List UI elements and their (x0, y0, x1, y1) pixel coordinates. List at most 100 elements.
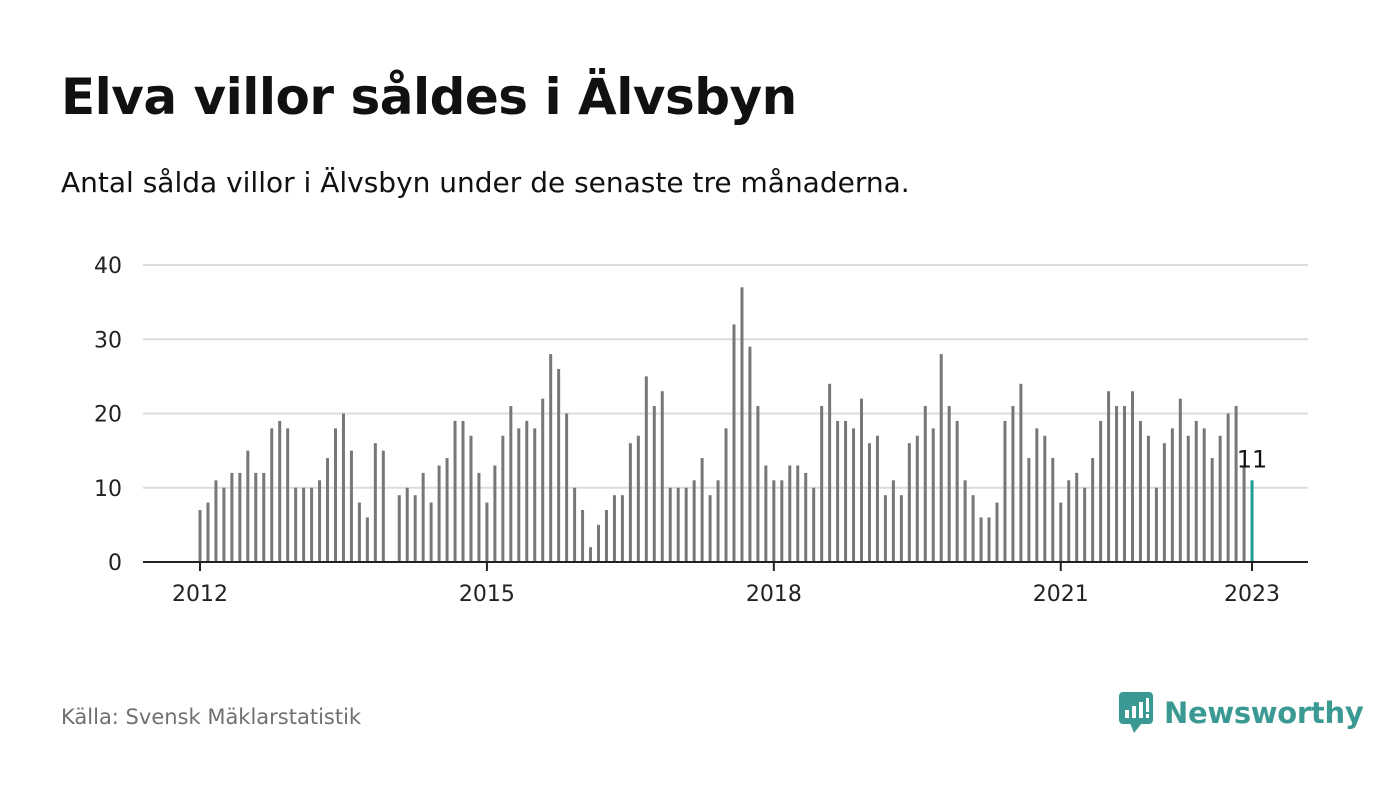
bar-73 (780, 480, 784, 562)
bar-121 (1162, 443, 1166, 562)
bar-0 (198, 510, 202, 562)
bar-88 (899, 495, 903, 562)
bar-29 (429, 502, 433, 562)
bar-37 (493, 465, 497, 562)
bar-94 (947, 406, 951, 562)
bar-38 (501, 435, 505, 562)
bar-14 (310, 487, 314, 562)
bar-66 (724, 428, 728, 562)
bar-12 (294, 487, 298, 562)
bar-50 (597, 524, 600, 563)
bar-79 (828, 383, 832, 562)
bar-47 (573, 487, 577, 562)
bar-35 (477, 472, 481, 562)
bar-39 (509, 406, 513, 562)
bar-76 (804, 472, 808, 562)
bar-19 (349, 450, 353, 563)
y-tick-label-30: 30 (94, 328, 122, 353)
bar-71 (764, 465, 768, 562)
bar-74 (788, 465, 792, 562)
bar-2 (214, 480, 218, 562)
bar-116 (1123, 406, 1127, 562)
bar-6 (246, 450, 250, 563)
bar-27 (413, 495, 417, 562)
bar-70 (756, 406, 760, 562)
bar-52 (612, 495, 616, 562)
bar-30 (437, 465, 441, 562)
bar-130 (1234, 406, 1238, 562)
y-tick-label-40: 40 (94, 254, 122, 279)
bar-65 (716, 480, 720, 562)
bar-99 (987, 517, 991, 562)
bar-34 (469, 435, 473, 562)
bar-1 (206, 502, 210, 562)
bar-92 (931, 428, 935, 562)
bar-89 (907, 443, 911, 562)
bar-5 (238, 472, 242, 562)
y-tick-label-20: 20 (94, 403, 122, 428)
bar-57 (652, 406, 656, 562)
bar-124 (1186, 435, 1190, 562)
bar-26 (405, 487, 409, 562)
bar-17 (333, 428, 337, 562)
x-tick-label-2015: 2015 (459, 582, 515, 607)
bar-105 (1035, 428, 1039, 562)
bar-118 (1138, 420, 1142, 562)
bar-72 (772, 480, 776, 562)
bar-62 (692, 480, 696, 562)
bar-104 (1027, 458, 1031, 562)
bar-98 (979, 517, 983, 562)
bar-97 (971, 495, 975, 562)
bar-85 (875, 435, 879, 562)
bar-109 (1067, 480, 1071, 562)
source-note: Källa: Svensk Mäklarstatistik (61, 705, 362, 729)
bar-106 (1043, 435, 1047, 562)
bar-28 (421, 472, 425, 562)
bar-7 (254, 472, 258, 562)
bar-122 (1170, 428, 1174, 562)
bar-43 (541, 398, 545, 562)
bar-80 (836, 420, 840, 562)
bar-21 (365, 517, 369, 562)
bar-75 (796, 465, 800, 562)
newsworthy-brand: Newsworthy (1118, 690, 1364, 736)
bar-82 (852, 428, 856, 562)
bar-44 (549, 354, 553, 562)
bar-16 (326, 458, 330, 562)
bar-86 (883, 495, 887, 562)
bar-23 (381, 450, 385, 563)
bar-69 (748, 346, 752, 562)
bar-59 (668, 487, 672, 562)
bar-83 (860, 398, 864, 562)
bar-32 (453, 420, 457, 562)
bar-87 (891, 480, 895, 562)
y-tick-label-10: 10 (94, 477, 122, 502)
bar-128 (1218, 435, 1222, 562)
chart-subtitle: Antal sålda villor i Älvsbyn under de se… (61, 166, 910, 199)
newsworthy-logo-icon (1119, 692, 1153, 733)
bar-20 (357, 502, 361, 562)
bar-56 (644, 376, 648, 563)
bar-11 (286, 428, 290, 562)
bar-129 (1226, 413, 1230, 562)
bar-93 (939, 354, 943, 562)
bar-117 (1130, 391, 1134, 562)
bar-123 (1178, 398, 1182, 562)
bar-115 (1115, 406, 1119, 562)
bar-61 (684, 487, 688, 562)
data-label-highlight: 11 (1237, 445, 1268, 473)
y-tick-label-0: 0 (108, 551, 122, 576)
bar-15 (318, 480, 322, 562)
bar-53 (620, 495, 624, 562)
bar-55 (636, 435, 640, 562)
bar-111 (1083, 487, 1087, 562)
bar-42 (533, 428, 537, 562)
bar-113 (1099, 420, 1103, 562)
bar-100 (995, 502, 999, 562)
bar-54 (628, 443, 632, 562)
x-tick-label-2012: 2012 (172, 582, 228, 607)
bar-13 (302, 487, 306, 562)
bar-114 (1107, 391, 1111, 562)
bar-125 (1194, 420, 1198, 562)
bar-49 (589, 547, 593, 562)
